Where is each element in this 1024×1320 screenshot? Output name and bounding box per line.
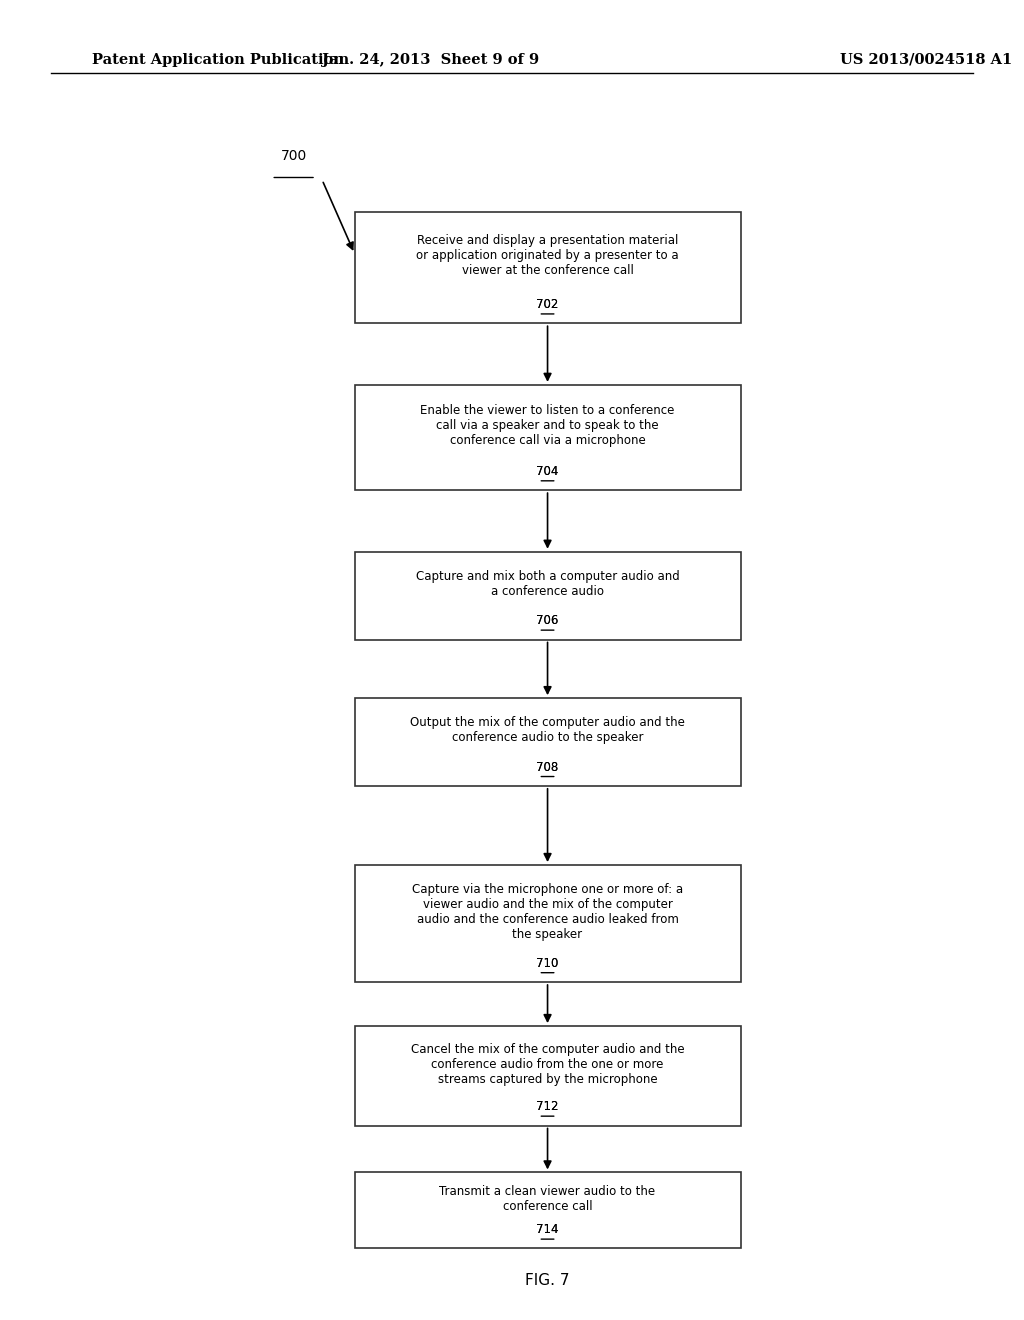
Text: Enable the viewer to listen to a conference
call via a speaker and to speak to t: Enable the viewer to listen to a confere… xyxy=(421,404,675,447)
Text: Cancel the mix of the computer audio and the
conference audio from the one or mo: Cancel the mix of the computer audio and… xyxy=(411,1043,684,1085)
Text: Patent Application Publication: Patent Application Publication xyxy=(92,53,344,67)
Text: 714: 714 xyxy=(537,1224,559,1237)
FancyBboxPatch shape xyxy=(354,213,740,323)
FancyBboxPatch shape xyxy=(354,1172,740,1249)
Text: 712: 712 xyxy=(537,1101,559,1113)
Text: 706: 706 xyxy=(537,614,559,627)
Text: 710: 710 xyxy=(537,957,559,970)
Text: US 2013/0024518 A1: US 2013/0024518 A1 xyxy=(840,53,1012,67)
FancyBboxPatch shape xyxy=(354,552,740,639)
Text: Output the mix of the computer audio and the
conference audio to the speaker: Output the mix of the computer audio and… xyxy=(410,717,685,744)
Text: 708: 708 xyxy=(537,760,559,774)
Text: 702: 702 xyxy=(537,298,559,312)
Text: 714: 714 xyxy=(537,1224,559,1237)
FancyBboxPatch shape xyxy=(354,865,740,982)
Text: 704: 704 xyxy=(537,465,559,478)
Text: Capture via the microphone one or more of: a
viewer audio and the mix of the com: Capture via the microphone one or more o… xyxy=(412,883,683,941)
Text: 708: 708 xyxy=(537,760,559,774)
Text: 706: 706 xyxy=(537,614,559,627)
Text: Capture and mix both a computer audio and
a conference audio: Capture and mix both a computer audio an… xyxy=(416,570,679,598)
Text: Transmit a clean viewer audio to the
conference call: Transmit a clean viewer audio to the con… xyxy=(439,1185,655,1213)
Text: 700: 700 xyxy=(281,149,307,164)
Text: Jan. 24, 2013  Sheet 9 of 9: Jan. 24, 2013 Sheet 9 of 9 xyxy=(322,53,539,67)
Text: 712: 712 xyxy=(537,1101,559,1113)
Text: Receive and display a presentation material
or application originated by a prese: Receive and display a presentation mater… xyxy=(416,235,679,277)
Text: 702: 702 xyxy=(537,298,559,312)
Text: FIG. 7: FIG. 7 xyxy=(525,1274,569,1288)
FancyBboxPatch shape xyxy=(354,385,740,490)
Text: 704: 704 xyxy=(537,465,559,478)
Text: 710: 710 xyxy=(537,957,559,970)
FancyBboxPatch shape xyxy=(354,1026,740,1126)
FancyBboxPatch shape xyxy=(354,698,740,785)
